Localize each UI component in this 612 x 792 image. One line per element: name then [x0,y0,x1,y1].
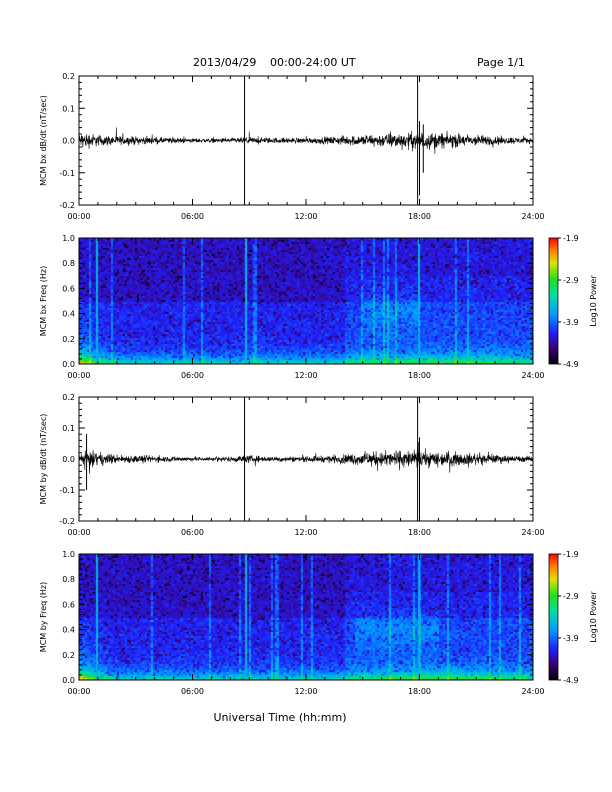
header-range: 00:00-24:00 UT [270,56,356,69]
y-tick-label: 0.6 [62,600,75,609]
y-tick-label: 1.0 [62,234,75,243]
y-axis-label: MCM bx Freq (Hz) [39,266,48,336]
header-page: Page 1/1 [477,56,525,69]
colorbar-tick-label: -1.9 [563,550,579,559]
y-tick-label: 0.1 [62,424,75,433]
colorbar [548,237,559,365]
colorbar-tick-label: -2.9 [563,592,579,601]
colorbar-tick-label: -2.9 [563,276,579,285]
colorbar-tick-label: -3.9 [563,634,579,643]
y-tick-label: -0.2 [59,201,75,210]
x-tick-label: 06:00 [181,212,204,221]
series-line [78,441,534,474]
y-tick-label: -0.2 [59,517,75,526]
x-tick-label: 00:00 [67,687,90,696]
colorbar-tick-label: -4.9 [563,676,579,685]
panel-bx-spectrogram: 00:00 06:00 12:00 18:00 24:00 1.0 0.8 0.6 0.4 0.2… [39,234,598,380]
panel-bx-dbdt: 00:00 06:00 12:00 18:00 24:00 0.2 0.1 0.0 -0.1 -0… [39,72,545,221]
y-tick-label: 0.2 [62,335,75,344]
colorbar-tick-label: -3.9 [563,318,579,327]
y-tick-label: -0.1 [59,169,75,178]
x-tick-label: 24:00 [521,371,544,380]
y-tick-label: 0.2 [62,651,75,660]
panel-by-spectrogram: 00:00 06:00 12:00 18:00 24:00 1.0 0.8 0.6 0.4 0.2… [39,550,598,696]
header-date: 2013/04/29 [193,56,256,69]
y-tick-label: 0.0 [62,676,75,685]
y-tick-label: 0.0 [62,137,75,146]
series-line [78,127,534,154]
x-tick-label: 12:00 [294,528,317,537]
x-axis-label: Universal Time (hh:mm) [214,711,347,724]
y-tick-label: 0.1 [62,104,75,113]
y-tick-label: 0.4 [62,310,75,319]
y-tick-label: 1.0 [62,550,75,559]
x-tick-label: 12:00 [294,371,317,380]
colorbar [548,553,559,681]
x-tick-label: 18:00 [408,212,431,221]
x-tick-label: 06:00 [181,371,204,380]
y-axis-label: MCM by dB/dt (nT/sec) [39,414,48,505]
colorbar-tick-label: -4.9 [563,360,579,369]
x-tick-label: 24:00 [521,212,544,221]
y-tick-label: 0.0 [62,360,75,369]
x-tick-label: 12:00 [294,687,317,696]
x-tick-label: 18:00 [408,528,431,537]
colorbar-label: Log10 Power [589,275,598,327]
spectrogram-image [79,238,533,364]
y-tick-label: 0.8 [62,575,75,584]
y-tick-label: 0.2 [62,72,75,81]
y-tick-label: 0.2 [62,393,75,402]
x-tick-label: 00:00 [67,528,90,537]
y-axis-label: MCM bx dB/dt (nT/sec) [39,95,48,186]
x-tick-label: 24:00 [521,687,544,696]
spectrogram-image [79,554,533,680]
y-tick-label: 0.8 [62,259,75,268]
x-tick-label: 12:00 [294,212,317,221]
y-tick-label: 0.6 [62,284,75,293]
x-tick-label: 18:00 [408,371,431,380]
y-tick-label: -0.1 [59,486,75,495]
x-tick-label: 00:00 [67,371,90,380]
x-tick-label: 00:00 [67,212,90,221]
colorbar-tick-label: -1.9 [563,234,579,243]
y-tick-label: 0.0 [62,455,75,464]
y-axis-label: MCM by Freq (Hz) [39,582,48,652]
x-tick-label: 06:00 [181,528,204,537]
panel-by-dbdt: 00:00 06:00 12:00 18:00 24:00 0.2 0.1 0.0 -0.1 -0… [39,393,545,537]
x-tick-label: 06:00 [181,687,204,696]
colorbar-label: Log10 Power [589,591,598,643]
x-tick-label: 18:00 [408,687,431,696]
x-tick-label: 24:00 [521,528,544,537]
y-tick-label: 0.4 [62,626,75,635]
